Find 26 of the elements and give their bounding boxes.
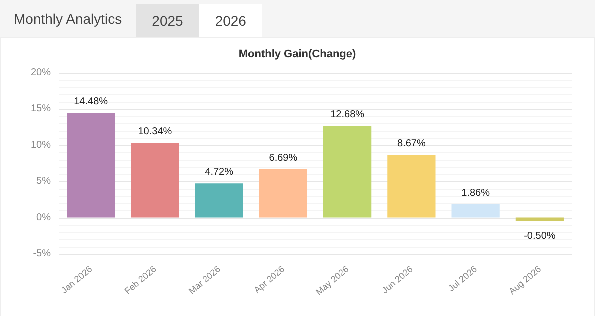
bar (388, 155, 436, 218)
bar (452, 204, 500, 218)
y-tick-label: -5% (33, 248, 52, 260)
data-label: 1.86% (462, 188, 490, 199)
data-label: 10.34% (138, 126, 172, 138)
text: 2025 (136, 4, 200, 37)
bar (131, 142, 180, 218)
chart-title: Monthly Gain(Change) (238, 48, 356, 60)
data-label: -0.50% (524, 230, 556, 242)
text: Monthly Analytics (13, 10, 124, 29)
y-tick-label: 0% (36, 212, 52, 224)
data-label: 8.67% (398, 138, 426, 150)
y-tick-label: 20% (30, 68, 52, 78)
data-label: 6.69% (269, 152, 298, 164)
y-tick-label: 10% (30, 140, 52, 151)
y-tick-label: 5% (36, 176, 52, 188)
data-label: 4.72% (205, 167, 234, 178)
bar (516, 218, 564, 222)
bar (324, 126, 372, 218)
data-label: 12.68% (330, 109, 365, 120)
bar (67, 112, 116, 218)
text: 2026 (199, 4, 262, 37)
bar (195, 184, 244, 218)
data-label: 14.48% (74, 96, 108, 108)
bar (259, 169, 308, 218)
y-tick-label: 15% (30, 104, 52, 115)
